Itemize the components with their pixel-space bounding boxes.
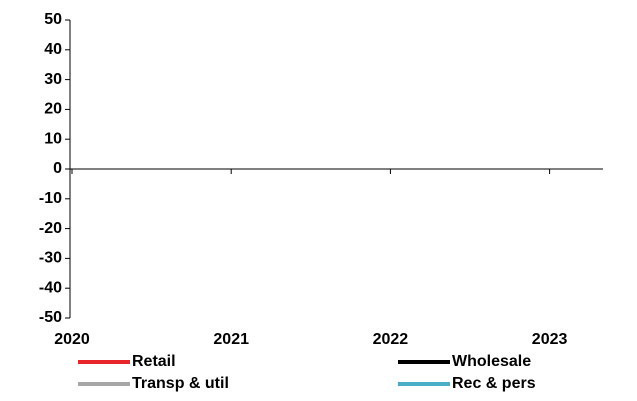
x-tick-label: 2021 <box>213 331 249 348</box>
y-tick-label: -40 <box>39 279 62 296</box>
y-tick-label: -10 <box>39 190 62 207</box>
y-tick-label: -30 <box>39 250 62 267</box>
y-tick-label: -20 <box>39 220 62 237</box>
x-tick-label: 2023 <box>532 331 568 348</box>
y-tick-label: 10 <box>44 130 62 147</box>
y-tick-label: 30 <box>44 71 62 88</box>
y-tick-label: 20 <box>44 101 62 118</box>
legend-label: Transp & util <box>132 375 229 392</box>
y-tick-label: 0 <box>53 160 62 177</box>
y-tick-label: -50 <box>39 309 62 326</box>
legend-label: Rec & pers <box>452 375 536 392</box>
y-tick-label: 40 <box>44 41 62 58</box>
legend-label: Wholesale <box>452 353 531 370</box>
x-tick-label: 2020 <box>54 331 90 348</box>
legend-label: Retail <box>132 353 176 370</box>
y-tick-label: 50 <box>44 11 62 28</box>
x-tick-label: 2022 <box>373 331 409 348</box>
